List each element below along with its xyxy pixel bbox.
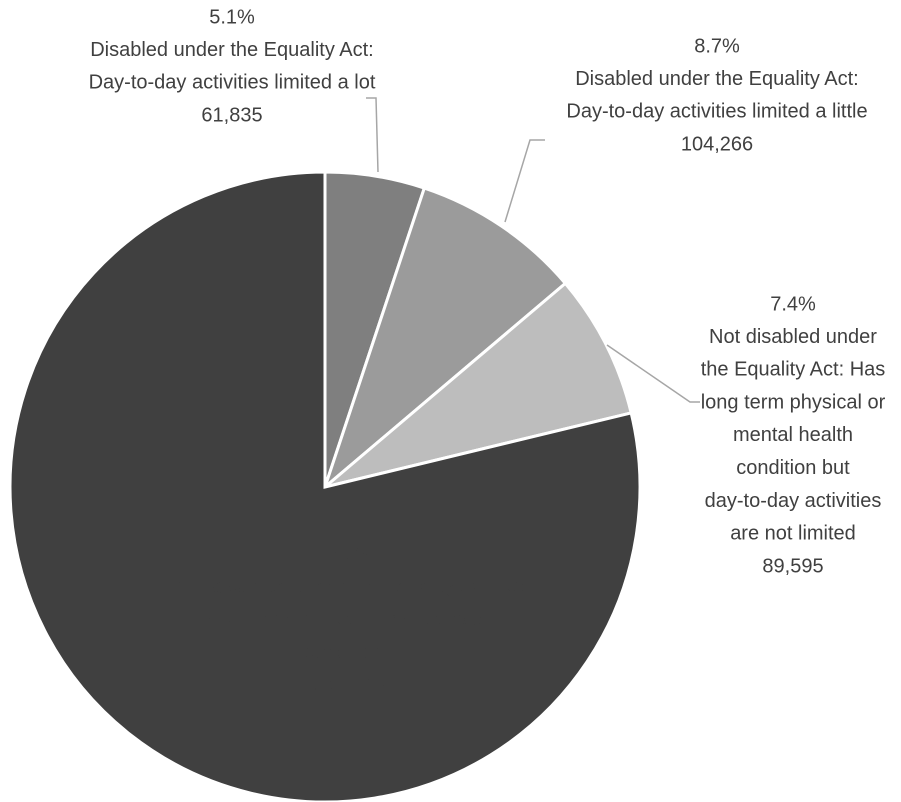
leader-line bbox=[366, 97, 379, 173]
count-label: 61,835 bbox=[201, 105, 262, 127]
labels: 5.1% Disabled under the Equality Act: Day-… bbox=[89, 6, 886, 696]
percent-label: 8.7% bbox=[694, 35, 740, 57]
percent-label: 7.4% bbox=[770, 293, 816, 315]
leader-line bbox=[504, 139, 545, 223]
category-label: Disabled under the Equality Act: Day-to-d… bbox=[89, 39, 376, 94]
pie-slice bbox=[321, 186, 568, 492]
category-label: Not disabled under the Equality Act: No l… bbox=[176, 576, 524, 664]
data-label: 8.7% Disabled under the Equality Act: Day-… bbox=[566, 35, 867, 155]
count-label: 104,266 bbox=[681, 134, 753, 156]
percent-label: 78.7% bbox=[322, 543, 379, 565]
pie-slice bbox=[8, 170, 642, 802]
data-label: 5.1% Disabled under the Equality Act: Day-… bbox=[89, 6, 376, 126]
category-label: Not disabled under the Equality Act: Has l… bbox=[701, 326, 886, 545]
leader-line bbox=[606, 344, 700, 403]
count-label: 89,595 bbox=[762, 556, 823, 578]
data-label: 78.7% Not disabled under the Equality Act… bbox=[176, 543, 524, 696]
pie-slice bbox=[324, 281, 633, 489]
pie bbox=[8, 170, 642, 802]
percent-label: 5.1% bbox=[209, 6, 255, 28]
category-label: Disabled under the Equality Act: Day-to-d… bbox=[566, 68, 867, 123]
count-label: 947,410 bbox=[314, 674, 386, 696]
data-label: 7.4% Not disabled under the Equality Act: … bbox=[701, 293, 886, 577]
